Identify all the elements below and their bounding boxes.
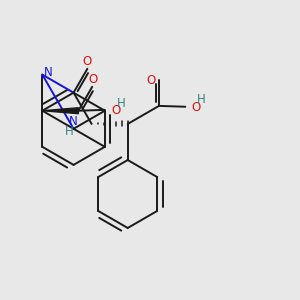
Text: H: H: [116, 97, 125, 110]
Text: N: N: [69, 115, 78, 128]
Text: H: H: [196, 93, 206, 106]
Text: O: O: [147, 74, 156, 87]
Polygon shape: [42, 108, 78, 114]
Text: H: H: [65, 125, 74, 138]
Text: O: O: [191, 101, 200, 114]
Text: O: O: [111, 104, 120, 117]
Text: O: O: [83, 55, 92, 68]
Text: O: O: [88, 73, 98, 86]
Text: N: N: [44, 66, 53, 79]
